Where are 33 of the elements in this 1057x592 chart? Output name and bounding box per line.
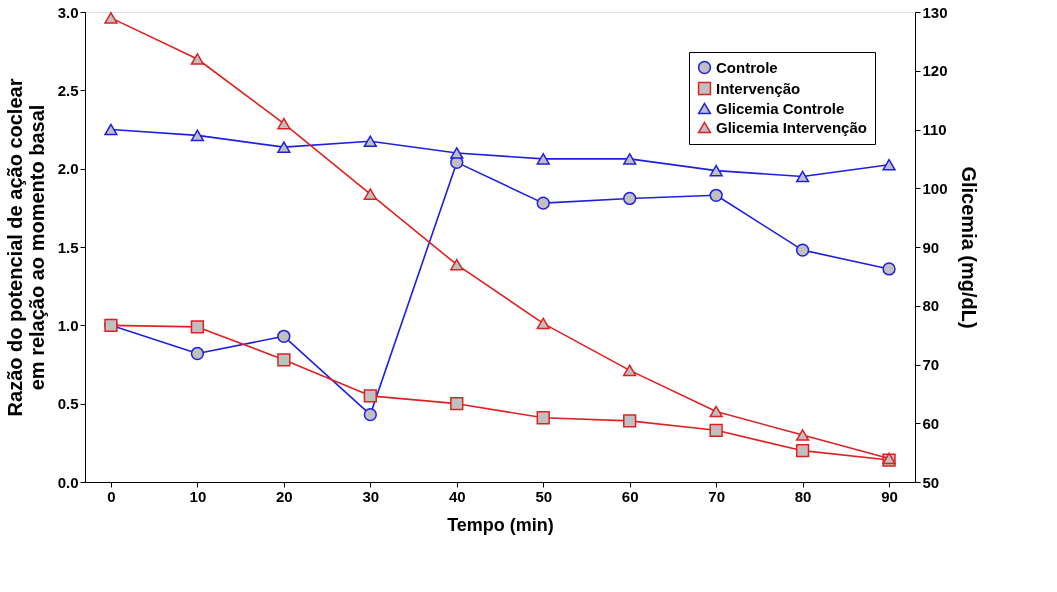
y2-tick-label: 100 — [922, 179, 948, 197]
x-tick-label: 20 — [276, 487, 293, 505]
y2-tick-label: 60 — [922, 414, 940, 432]
y-tick-label: 0.5 — [57, 395, 79, 413]
y2-tick-label: 90 — [922, 238, 940, 256]
y-tick-label: 0.0 — [57, 473, 79, 491]
y2-tick-label: 80 — [922, 297, 940, 315]
y2-tick-label: 70 — [922, 356, 940, 373]
legend-label: Glicemia Intervenção — [716, 118, 867, 136]
x-tick-label: 90 — [881, 487, 898, 505]
legend-label: Glicemia Controle — [716, 99, 845, 117]
y-tick-label: 2.5 — [57, 81, 79, 99]
legend-label: Controle — [716, 58, 778, 76]
y-tick-label: 1.5 — [57, 238, 79, 256]
x-tick-label: 10 — [189, 487, 207, 505]
x-tick-label: 40 — [448, 487, 466, 505]
x-axis-title: Tempo (min) — [447, 514, 554, 535]
legend-label: Intervenção — [716, 79, 801, 97]
y2-axis-title: Glicemia (mg/dL) — [957, 166, 980, 329]
x-tick-label: 80 — [794, 487, 812, 505]
y-tick-label: 1.0 — [57, 316, 79, 334]
y-axis-title: Razão do potencial de ação coclear em relação ao momento basal — [3, 78, 48, 417]
x-tick-label: 0 — [107, 487, 116, 505]
y2-tick-label: 50 — [922, 473, 940, 491]
y2-tick-label: 120 — [922, 62, 948, 80]
y2-tick-label: 130 — [922, 3, 948, 21]
y-tick-label: 2.0 — [57, 160, 79, 178]
x-tick-label: 50 — [535, 487, 553, 505]
x-tick-label: 30 — [362, 487, 380, 505]
x-tick-label: 60 — [621, 487, 639, 505]
y-tick-label: 3.0 — [57, 3, 79, 21]
x-tick-label: 70 — [708, 487, 725, 505]
y2-tick-label: 110 — [922, 121, 947, 138]
